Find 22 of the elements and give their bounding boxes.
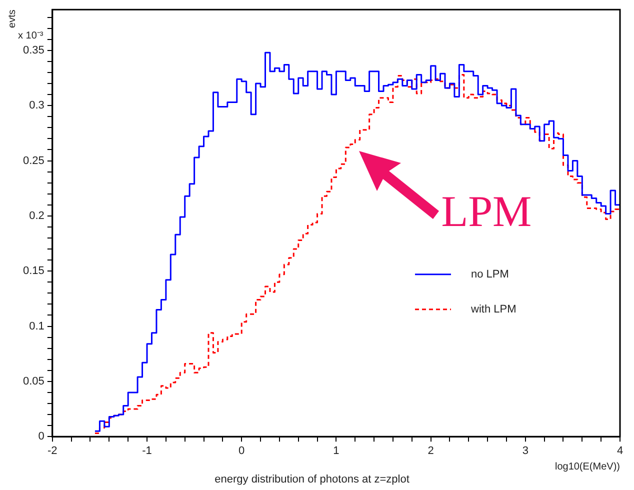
- x-tick-label: 4: [616, 445, 624, 458]
- y-tick-label: 0.15: [22, 265, 44, 278]
- y-tick-label: 0.3: [29, 100, 44, 112]
- x-tick-label: -2: [48, 445, 58, 458]
- y-tick-label: 0: [38, 430, 44, 443]
- legend-label: no LPM: [471, 268, 509, 280]
- legend-label: with LPM: [470, 303, 516, 316]
- y-tick-label: 0.2: [29, 210, 44, 222]
- x-axis-title: log10(E(MeV)): [554, 462, 620, 473]
- y-tick-label: 0.35: [22, 44, 44, 56]
- x-tick-label: 2: [428, 445, 434, 458]
- y-axis-title: evts: [6, 10, 18, 28]
- x-tick-label: -1: [142, 445, 152, 458]
- y-tick-label: 0.1: [29, 320, 44, 332]
- y-tick-label: 0.05: [22, 375, 44, 388]
- x-tick-label: 3: [522, 445, 528, 458]
- x-tick-label: 1: [333, 445, 340, 458]
- text: x 10⁻³: [18, 30, 44, 42]
- annotation: LPM: [441, 187, 532, 236]
- x-tick-label: 0: [238, 445, 245, 458]
- text: energy distribution of photons at z=zplot: [214, 473, 410, 486]
- y-tick-label: 0.25: [22, 154, 44, 167]
